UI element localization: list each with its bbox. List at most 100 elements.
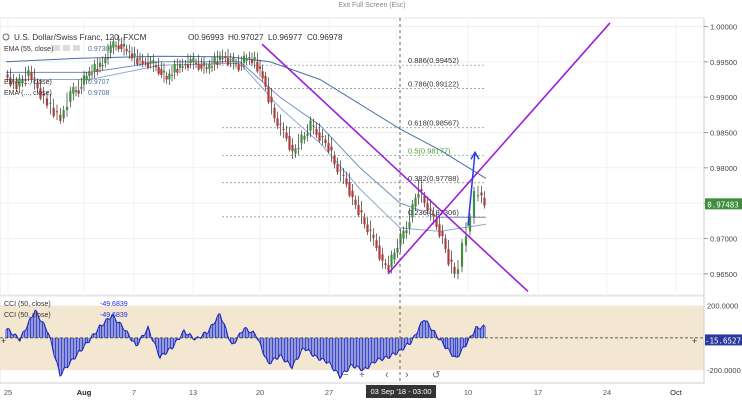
trendline-drawings[interactable] [261, 22, 611, 293]
legend-ema55-value: 0.9730 [88, 46, 110, 53]
candle-body [122, 43, 126, 47]
candle-body [468, 217, 472, 232]
candle-body [300, 134, 303, 144]
candle-body [372, 234, 375, 238]
candle-body [200, 64, 203, 69]
candle-body [351, 190, 354, 198]
candle-body [279, 123, 282, 125]
candle-body [138, 58, 142, 60]
legend-settings-icon[interactable] [63, 45, 70, 51]
cci-line-path [5, 309, 486, 380]
candle-body [33, 77, 36, 79]
collapse-icon[interactable] [2, 33, 10, 41]
fib-label: 0.886(0.99452) [408, 56, 459, 65]
candle-body [77, 90, 80, 94]
candle-body [264, 75, 267, 87]
time-axis[interactable]: 25Aug71320273101724Oct 03 Sep '18 - 03:0… [0, 382, 704, 398]
candle-body [90, 73, 94, 75]
candle-body [205, 67, 208, 69]
candle-body [229, 59, 232, 61]
candle-body [282, 128, 285, 131]
candle-body [248, 56, 251, 59]
candle-body [399, 233, 402, 246]
crosshair-date-label: 03 Sep '18 - 03:00 [370, 387, 431, 396]
candle-body [318, 132, 321, 141]
zoom-in-button[interactable]: + [359, 370, 365, 381]
candle-body [348, 181, 351, 196]
candle-body [435, 219, 438, 227]
candle-body [80, 86, 83, 89]
candle-body [154, 65, 158, 67]
candle-body [336, 164, 339, 173]
candle-body [170, 74, 174, 76]
candle-body [125, 48, 128, 52]
x-tick-label: Aug [77, 388, 92, 397]
cci-pane[interactable] [0, 295, 705, 384]
candle-body [291, 144, 294, 152]
y-tick-label: 0.98500 [710, 128, 737, 137]
candle-body [363, 217, 366, 225]
fib-label: 0.786(0.99122) [408, 80, 459, 89]
candle-body [342, 174, 345, 176]
candle-body [146, 62, 150, 68]
candle-body [162, 70, 166, 73]
candle-body [276, 118, 279, 127]
y-tick-label: 0.99000 [710, 93, 737, 102]
zoom-out-button[interactable]: − [343, 370, 349, 381]
candle-body [149, 60, 152, 63]
candle-body [444, 238, 447, 250]
candle-body [72, 87, 75, 94]
ohlc-open: O0.96993 [188, 33, 224, 42]
exit-fullscreen-banner[interactable]: Exit Full Screen (Esc) [338, 2, 405, 9]
candle-body [357, 204, 360, 216]
fib-label: 0.5(0.98177) [408, 146, 451, 155]
candle-body [106, 57, 110, 59]
candle-body [420, 189, 423, 192]
candle-body [303, 136, 306, 140]
candle-body [6, 74, 9, 78]
candle-body [224, 56, 227, 59]
candle-body [213, 56, 216, 65]
cci-zero-marker-right: + [692, 336, 697, 346]
candle-body [432, 213, 435, 217]
cci-value-2: -49.6839 [100, 312, 128, 319]
svg-text:0.97483: 0.97483 [707, 200, 739, 209]
candle-body [202, 62, 206, 67]
legend-close-icon[interactable] [73, 45, 80, 51]
descending-trendline [261, 43, 529, 293]
projection-arrow [467, 152, 476, 226]
candle-body [438, 224, 441, 237]
candle-body [136, 58, 139, 65]
ohlc-low: L0.96977 [268, 33, 303, 42]
candle-body [186, 64, 190, 68]
cci-zero-marker-left: + [1, 336, 6, 346]
candle-body [52, 107, 55, 117]
scroll-left-button[interactable]: ‹ [385, 369, 389, 381]
ema-line [6, 62, 487, 232]
candle-body [339, 169, 342, 171]
scroll-right-button[interactable]: › [405, 369, 409, 381]
x-tick-label: 10 [464, 388, 472, 397]
candle-body [483, 197, 486, 206]
candle-body [324, 139, 327, 144]
candle-body [256, 61, 259, 72]
price-axis[interactable]: 1.000000.995000.990000.985000.980000.975… [1, 18, 742, 383]
x-tick-label: 27 [325, 388, 333, 397]
x-tick-label: 7 [132, 388, 136, 397]
candle-body [12, 80, 15, 82]
cci-label-1: CCI (50, close) [4, 301, 51, 308]
chart-navigation[interactable]: − + ‹ › ↺ [343, 369, 440, 381]
candle-body [369, 229, 372, 231]
candle-body [226, 58, 230, 65]
legend-eye-icon[interactable] [53, 45, 60, 51]
candle-body [216, 61, 219, 65]
candle-body [411, 204, 414, 218]
candle-body [267, 86, 270, 103]
candle-body [354, 199, 357, 205]
candle-body [393, 252, 396, 260]
y-tick-label: 0.96500 [710, 270, 737, 279]
candle-body [309, 120, 312, 131]
candle-body [402, 230, 405, 239]
reset-view-button[interactable]: ↺ [432, 370, 440, 381]
